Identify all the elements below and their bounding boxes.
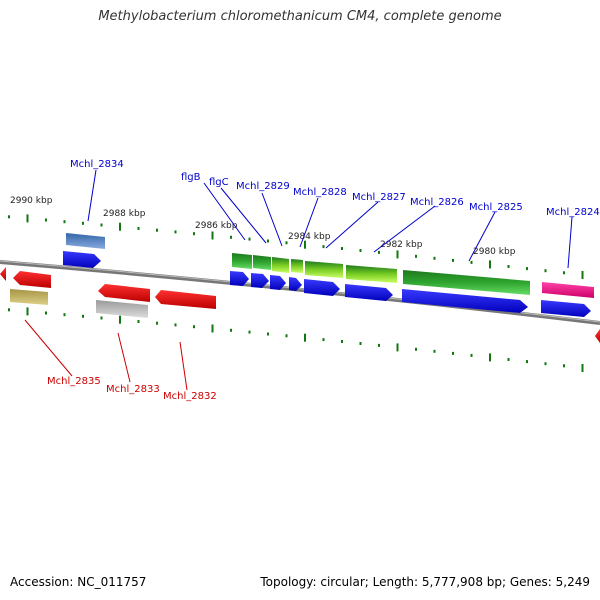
upper-tick-row <box>8 214 584 279</box>
gene-label-mchl-2824: Mchl_2824 <box>546 207 600 218</box>
genome-backbone <box>0 260 600 325</box>
cds-partial-right[interactable] <box>595 329 600 343</box>
upper-feature-track <box>66 233 594 298</box>
kbp-label-2986: 2986 kbp <box>195 221 238 231</box>
kbp-label-2984: 2984 kbp <box>288 232 331 242</box>
top-leader-lines <box>87 169 573 269</box>
feature-flgb[interactable] <box>232 253 252 269</box>
feature-mchl-2825[interactable] <box>403 270 530 295</box>
feature-mchl-2833[interactable] <box>96 300 148 318</box>
kbp-label-2982: 2982 kbp <box>380 240 423 250</box>
kbp-label-2988: 2988 kbp <box>103 209 146 219</box>
lower-feature-track <box>10 289 148 318</box>
feature-flgc[interactable] <box>253 255 271 270</box>
accession-text: Accession: NC_011757 <box>10 575 147 589</box>
gene-label-mchl-2825: Mchl_2825 <box>469 202 523 213</box>
feature-mchl-2827[interactable] <box>346 265 397 283</box>
cds-partial-left[interactable] <box>0 267 6 281</box>
gene-label-mchl-2828: Mchl_2828 <box>293 187 347 198</box>
cds-mchl-2827[interactable] <box>345 284 393 301</box>
cds-mchl-2828a[interactable] <box>289 277 302 291</box>
gene-label-mchl-2829: Mchl_2829 <box>236 181 290 192</box>
cds-mchl-2828b[interactable] <box>304 279 340 296</box>
gene-label-flgc: flgC <box>209 177 229 188</box>
feature-mchl-2835[interactable] <box>10 289 48 305</box>
cds-mchl-2825[interactable] <box>402 289 528 313</box>
cds-mchl-2832[interactable] <box>155 290 216 309</box>
gene-label-mchl-2835: Mchl_2835 <box>47 376 101 387</box>
gene-label-mchl-2834: Mchl_2834 <box>70 159 124 170</box>
cds-mchl-2833[interactable] <box>98 284 150 302</box>
feature-mchl-2829[interactable] <box>272 257 289 273</box>
lower-cds-track <box>0 267 600 343</box>
feature-mchl-2828a[interactable] <box>291 259 303 273</box>
kbp-label-2980: 2980 kbp <box>473 247 516 257</box>
gene-label-mchl-2827: Mchl_2827 <box>352 192 406 203</box>
kbp-label-2990: 2990 kbp <box>10 196 53 206</box>
genome-stats-text: Topology: circular; Length: 5,777,908 bp… <box>260 575 590 589</box>
gene-label-mchl-2826: Mchl_2826 <box>410 197 464 208</box>
gene-label-mchl-2832: Mchl_2832 <box>163 391 217 402</box>
cds-flgb[interactable] <box>230 271 249 286</box>
feature-mchl-2824[interactable] <box>542 282 594 298</box>
gene-label-flgb: flgB <box>181 172 201 183</box>
cds-mchl-2834[interactable] <box>63 251 101 268</box>
feature-mchl-2834[interactable] <box>66 233 105 249</box>
cds-mchl-2829[interactable] <box>270 275 286 290</box>
upper-cds-track <box>63 251 591 317</box>
cds-flgc[interactable] <box>251 273 269 288</box>
map-title: Methylobacterium chloromethanicum CM4, c… <box>98 9 502 24</box>
bottom-leader-lines <box>24 319 188 391</box>
cds-mchl-2835[interactable] <box>13 271 51 288</box>
gene-label-mchl-2833: Mchl_2833 <box>106 384 160 395</box>
cds-mchl-2824[interactable] <box>541 300 591 317</box>
feature-mchl-2828b[interactable] <box>305 261 343 278</box>
lower-tick-row <box>8 307 584 372</box>
